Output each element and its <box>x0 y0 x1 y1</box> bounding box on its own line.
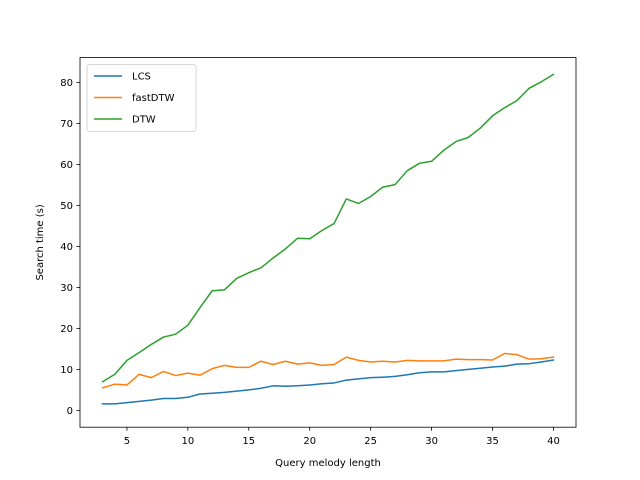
legend-label-lcs: LCS <box>132 72 151 83</box>
y-tick-label: 40 <box>60 242 73 253</box>
y-tick-label: 10 <box>60 365 73 376</box>
x-tick-label: 40 <box>547 436 560 447</box>
y-axis-ticks: 0 10 20 30 40 50 60 70 80 <box>60 78 80 417</box>
x-tick-label: 5 <box>124 436 130 447</box>
x-axis-ticks: 5 10 15 20 25 30 35 40 <box>124 427 560 447</box>
x-tick-label: 25 <box>364 436 377 447</box>
y-tick-label: 60 <box>60 160 73 171</box>
series-line-fastdtw <box>101 352 555 389</box>
series-line-dtw <box>101 73 555 383</box>
legend: LCS fastDTW DTW <box>86 64 197 132</box>
x-tick-label: 15 <box>242 436 255 447</box>
axes-frame <box>79 57 577 428</box>
x-axis-label: Query melody length <box>275 458 381 469</box>
series-lines <box>101 73 555 405</box>
y-tick-label: 30 <box>60 283 73 294</box>
legend-label-dtw: DTW <box>132 115 156 126</box>
y-tick-label: 0 <box>67 406 73 417</box>
y-axis-label: Search time (s) <box>35 204 46 280</box>
y-tick-label: 20 <box>60 324 73 335</box>
x-tick-label: 35 <box>486 436 499 447</box>
y-tick-label: 50 <box>60 201 73 212</box>
legend-box <box>86 64 197 132</box>
y-tick-label: 80 <box>60 78 73 89</box>
series-line-lcs <box>101 359 555 405</box>
y-tick-label: 70 <box>60 119 73 130</box>
x-tick-label: 30 <box>425 436 438 447</box>
legend-label-fastdtw: fastDTW <box>132 93 175 104</box>
axes-border <box>79 57 577 428</box>
x-tick-label: 20 <box>303 436 316 447</box>
x-tick-label: 10 <box>181 436 194 447</box>
